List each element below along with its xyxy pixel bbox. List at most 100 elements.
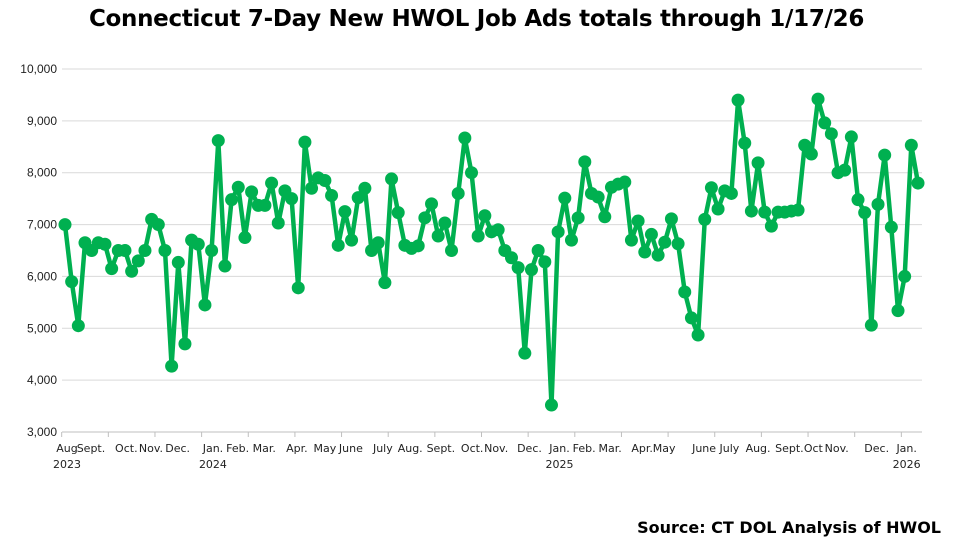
x-tick-label: Mar. (253, 442, 276, 455)
data-point (371, 236, 385, 250)
data-point (571, 211, 585, 225)
data-point (638, 245, 652, 259)
y-tick-label: 3,000 (27, 425, 57, 439)
data-point (458, 131, 472, 145)
data-point (678, 285, 692, 299)
source-note: Source: CT DOL Analysis of HWOL (637, 518, 941, 537)
data-point (478, 209, 492, 223)
data-point (411, 239, 425, 253)
x-tick-label: Dec. (864, 442, 889, 455)
data-point (165, 359, 179, 373)
data-point (238, 231, 252, 245)
x-tick-label: Nov. (139, 442, 163, 455)
data-point (171, 255, 185, 269)
data-point (904, 138, 918, 152)
data-point (684, 311, 698, 325)
data-point (131, 254, 145, 268)
chart-title: Connecticut 7-Day New HWOL Job Ads total… (88, 6, 865, 32)
data-point (491, 223, 505, 237)
data-point (898, 269, 912, 283)
data-point (671, 237, 685, 251)
data-point (764, 219, 778, 233)
data-point (151, 218, 165, 232)
y-tick-label: 5,000 (27, 321, 57, 335)
data-point (724, 186, 738, 200)
data-point (751, 156, 765, 170)
data-point (125, 264, 139, 278)
x-tick-label: Nov. (484, 442, 508, 455)
data-point (804, 147, 818, 161)
data-point (105, 262, 119, 276)
x-tick-label: Feb. (573, 442, 596, 455)
series-line (62, 96, 921, 408)
data-point (425, 197, 439, 211)
data-point (358, 181, 372, 195)
data-point (465, 166, 479, 180)
data-point (391, 206, 405, 220)
data-point (511, 261, 525, 275)
data-point (651, 248, 665, 262)
x-year-label: 2024 (199, 458, 227, 471)
y-tick-label: 9,000 (27, 114, 57, 128)
data-point (211, 134, 225, 148)
data-point (591, 190, 605, 204)
data-point (851, 193, 865, 207)
data-point (451, 186, 465, 200)
data-point (205, 244, 219, 257)
data-point (225, 193, 239, 207)
data-point (791, 203, 805, 217)
data-point (338, 205, 352, 219)
data-point (798, 138, 812, 152)
data-point (738, 136, 752, 150)
data-point (844, 130, 858, 144)
data-point (58, 218, 72, 232)
x-tick-label: Apr. (286, 442, 308, 455)
data-point (558, 191, 572, 205)
x-year-label: 2025 (545, 458, 573, 471)
y-tick-label: 4,000 (27, 373, 57, 387)
x-tick-label: Aug (56, 442, 77, 455)
data-point (158, 244, 172, 257)
data-point (884, 220, 898, 234)
y-tick-label: 8,000 (27, 166, 57, 180)
data-point (578, 155, 592, 169)
y-tick-label: 10,000 (20, 62, 57, 76)
data-point (325, 189, 339, 203)
data-point (378, 276, 392, 290)
data-point (285, 192, 299, 206)
data-point (231, 180, 245, 194)
data-point (551, 225, 565, 239)
data-point (824, 127, 838, 141)
data-point (191, 237, 205, 251)
x-tick-label: Sept. (427, 442, 456, 455)
data-point (858, 206, 872, 220)
data-point (265, 176, 279, 190)
data-point (818, 116, 832, 130)
x-tick-label: Apr. (631, 442, 653, 455)
data-point (258, 198, 272, 212)
data-point (438, 216, 452, 230)
data-point (471, 229, 485, 243)
data-point (305, 181, 319, 195)
data-point (871, 197, 885, 211)
data-point (644, 227, 658, 241)
x-tick-label: Dec. (517, 442, 542, 455)
x-tick-label: Sept. (77, 442, 106, 455)
data-point (298, 135, 312, 149)
data-point (331, 238, 345, 252)
data-point (838, 163, 852, 177)
data-point (598, 210, 612, 224)
data-point (431, 229, 445, 243)
data-point (744, 204, 758, 218)
data-point (518, 346, 532, 360)
data-point (758, 205, 772, 219)
data-point (71, 319, 85, 333)
data-point (218, 259, 232, 273)
data-point (245, 185, 259, 199)
data-point (138, 244, 152, 257)
y-tick-label: 7,000 (27, 218, 57, 232)
x-tick-label: Aug. (746, 442, 771, 455)
data-point (445, 244, 459, 257)
x-tick-label: Dec. (165, 442, 190, 455)
